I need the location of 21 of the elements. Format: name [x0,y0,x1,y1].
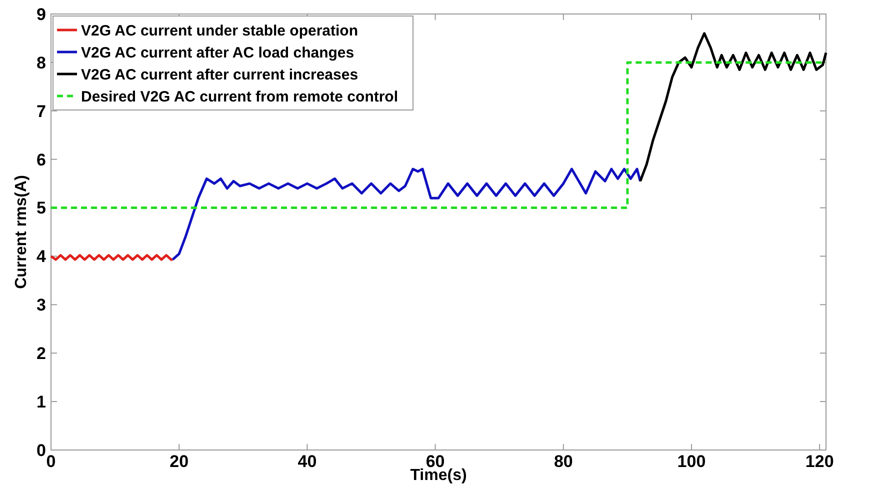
x-tick-label: 100 [677,452,706,471]
y-tick-label: 8 [36,53,46,72]
y-axis-title: Current rms(A) [13,175,30,289]
line-series [171,168,642,261]
y-tick-label: 6 [36,150,46,170]
legend-label: Desired V2G AC current from remote control [81,88,398,106]
legend-label: V2G AC current after AC load changes [81,44,354,62]
x-tick-label: 80 [554,452,573,471]
y-tick-label: 1 [36,392,46,412]
line-series [639,32,828,182]
x-tick-label: 40 [298,452,317,471]
legend-label: V2G AC current under stable operation [81,22,358,40]
y-tick-label: 3 [36,296,46,315]
x-tick-label: 120 [805,452,834,471]
x-tick-label: 20 [170,452,189,471]
y-tick-label: 9 [36,4,46,24]
y-tick-label: 2 [36,344,46,364]
y-tick-label: 5 [36,198,46,218]
legend-label: V2G AC current after current increases [81,66,358,84]
y-tick-label: 7 [36,102,46,121]
y-tick-label: 4 [36,247,47,266]
